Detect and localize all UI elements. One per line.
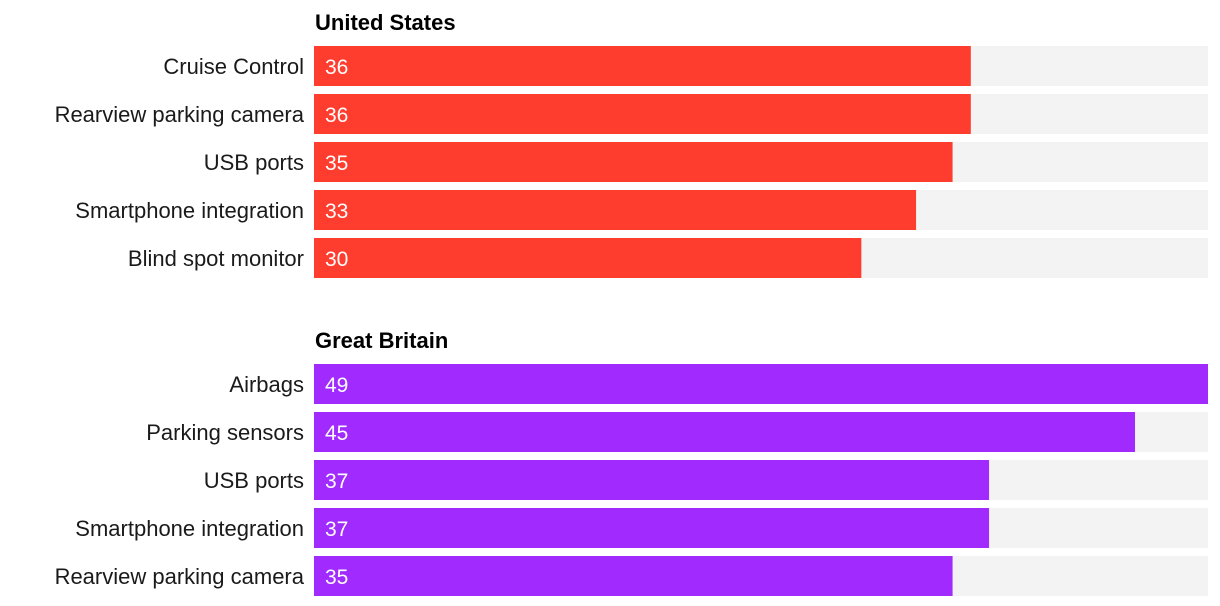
category-label: Rearview parking camera xyxy=(55,564,305,589)
bar xyxy=(314,238,862,278)
bar xyxy=(314,508,990,548)
value-label: 36 xyxy=(325,56,348,79)
panel-title: Great Britain xyxy=(315,328,448,353)
value-label: 35 xyxy=(325,152,348,175)
bar xyxy=(314,142,953,182)
bar xyxy=(314,460,990,500)
category-label: Cruise Control xyxy=(163,54,304,79)
bar xyxy=(314,190,917,230)
value-label: 37 xyxy=(325,470,348,493)
category-label: Airbags xyxy=(229,372,304,397)
value-label: 37 xyxy=(325,518,348,541)
value-label: 30 xyxy=(325,248,348,271)
panel-title: United States xyxy=(315,10,456,35)
chart-panel: United States Cruise Control 36 Rearview pa… xyxy=(55,10,1208,278)
category-label: Blind spot monitor xyxy=(128,246,304,271)
value-label: 45 xyxy=(325,422,348,445)
category-label: Parking sensors xyxy=(146,420,304,445)
value-label: 36 xyxy=(325,104,348,127)
category-label: Smartphone integration xyxy=(75,516,304,541)
category-label: Rearview parking camera xyxy=(55,102,305,127)
bar xyxy=(314,46,971,86)
bar xyxy=(314,94,971,134)
value-label: 49 xyxy=(325,374,348,397)
chart-panel: Great Britain Airbags 49 Parking sensors 45 U… xyxy=(55,328,1208,596)
value-label: 33 xyxy=(325,200,348,223)
category-label: USB ports xyxy=(204,468,304,493)
value-label: 35 xyxy=(325,566,348,589)
category-label: USB ports xyxy=(204,150,304,175)
bar xyxy=(314,556,953,596)
bar xyxy=(314,412,1136,452)
bar xyxy=(314,364,1208,404)
category-label: Smartphone integration xyxy=(75,198,304,223)
